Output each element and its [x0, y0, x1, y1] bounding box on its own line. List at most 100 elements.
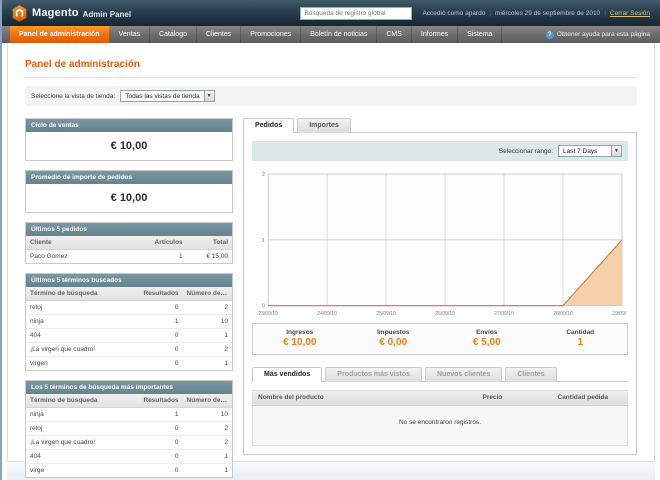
svg-text:27/09/10: 27/09/10 — [494, 311, 514, 317]
empty-row: No se encontraron registros. — [252, 405, 628, 446]
tab-customers[interactable]: Clientes — [505, 366, 557, 382]
nav-item-cms[interactable]: CMS — [377, 26, 412, 43]
table-row[interactable]: ninja 1 10 — [26, 407, 232, 422]
brand-suffix: Admin Panel — [82, 9, 132, 19]
orders-area-chart: 0 1 2 23/09/10 24/09/10 25/09/10 26/09/10 27/09… — [258, 172, 627, 317]
nav-item-catalog[interactable]: Catálogo — [150, 26, 197, 43]
store-view-bar: Seleccione la vista de tienda: Todas las… — [25, 86, 637, 106]
table-cell: ¡La virgen que cuadro! — [26, 342, 134, 357]
table-row[interactable]: 404 0 1 — [26, 328, 232, 343]
nav-item-dashboard[interactable]: Panel de administración — [10, 26, 110, 43]
total-value: € 10,00 — [283, 336, 317, 348]
help-link[interactable]: ? Obtener ayuda para esta página — [536, 26, 660, 43]
column-header: Término de búsqueda — [26, 287, 134, 301]
table-row[interactable]: Paco Gomez 1 € 15,00 — [26, 249, 232, 263]
table-cell: 1 — [182, 356, 232, 370]
column-header: Artículos — [133, 236, 187, 250]
bestsellers-table: Nombre del producto Precio Cantidad pedida… — [252, 389, 628, 446]
logout-link[interactable]: Cerrar Sesión — [609, 9, 650, 17]
table-cell: 0 — [133, 328, 183, 343]
tab-amounts[interactable]: Importes — [297, 118, 351, 133]
table-row[interactable]: virgen 0 1 — [26, 356, 232, 370]
chevron-down-icon: ▼ — [203, 91, 214, 101]
table-header-row: Cliente Artículos Total — [26, 236, 232, 250]
average-orders-value: € 10,00 — [110, 192, 148, 204]
table-header-row: Término de búsqueda Resultados Número de u… — [26, 394, 232, 408]
content-area: Panel de administración Seleccione la vi… — [7, 43, 655, 478]
table-cell: 1 — [133, 249, 187, 263]
nav-item-system[interactable]: Sistema — [458, 26, 503, 43]
empty-message: No se encontraron registros. — [252, 405, 628, 446]
total-value: € 0,00 — [379, 336, 408, 348]
svg-text:24/09/10: 24/09/10 — [317, 311, 337, 317]
table-cell: 0 — [133, 356, 183, 370]
store-view-select[interactable]: Todas las vistas de tienda ▼ — [120, 90, 215, 102]
table-cell: virgen — [26, 356, 134, 370]
table-cell: 0 — [133, 449, 183, 464]
column-header: Total — [186, 236, 232, 250]
table-row[interactable]: reloj 0 2 — [26, 421, 232, 436]
help-icon: ? — [545, 30, 554, 39]
brand-name: Magento — [32, 7, 79, 19]
table-cell: 2 — [182, 435, 232, 450]
chevron-down-icon: ▼ — [611, 146, 621, 156]
nav-item-promotions[interactable]: Promociones — [241, 26, 302, 43]
tab-bestsellers[interactable]: Más vendidos — [252, 366, 323, 382]
magento-logo-icon — [12, 4, 27, 22]
table-row[interactable]: ¡La virgen que cuadro! 0 2 — [26, 435, 232, 450]
table-row[interactable]: virge 0 1 — [26, 463, 232, 477]
average-orders-panel: Promedio de importe de pedidos € 10,00 — [25, 170, 233, 213]
left-column: Ciclo de ventas € 10,00 Promedio de impo… — [25, 118, 233, 478]
column-header: Término de búsqueda — [26, 394, 134, 408]
range-selected-value: Last 7 Days — [563, 147, 598, 155]
table-header-row: Nombre del producto Precio Cantidad pedida — [252, 390, 628, 406]
table-row[interactable]: ¡La virgen que cuadro! 0 2 — [26, 342, 232, 357]
page-title: Panel de administración — [25, 59, 141, 70]
table-cell: € 15,00 — [186, 249, 232, 263]
total-shipping: Envíos € 5,00 — [440, 329, 534, 348]
table-cell: 0 — [133, 421, 183, 436]
table-cell: 2 — [182, 421, 232, 436]
table-cell: 2 — [182, 342, 232, 357]
tab-new-customers[interactable]: Nuevos clientes — [425, 366, 503, 382]
column-header: Número de usos — [182, 287, 232, 301]
table-cell: reloj — [26, 421, 134, 436]
nav-item-sales[interactable]: Ventas — [110, 26, 150, 43]
dashboard-columns: Ciclo de ventas € 10,00 Promedio de impo… — [25, 118, 637, 478]
right-column: Pedidos Importes Seleccionar rango: Last… — [243, 118, 637, 478]
range-select[interactable]: Last 7 Days ▼ — [558, 145, 622, 157]
nav-item-customers[interactable]: Clientes — [197, 26, 242, 43]
table-row[interactable]: 404 0 1 — [26, 449, 232, 464]
column-header: Nombre del producto — [252, 390, 478, 406]
diagram-tabs: Pedidos Importes — [243, 118, 637, 133]
tab-most-viewed[interactable]: Productos más vistos — [325, 366, 423, 382]
tab-orders[interactable]: Pedidos — [243, 118, 295, 133]
lifetime-sales-panel: Ciclo de ventas € 10,00 — [25, 118, 233, 161]
table-cell: ¡La virgen que cuadro! — [26, 435, 134, 450]
column-header: Cantidad pedida — [552, 390, 628, 406]
header-date: miércoles 29 de septiembre de 2010 — [495, 9, 601, 17]
range-label: Seleccionar rango: — [498, 147, 553, 155]
panel-title: Últimos 5 términos buscados — [26, 274, 232, 287]
total-quantity: Cantidad 1 — [534, 329, 628, 348]
dashboard-box: Seleccionar rango: Last 7 Days ▼ 0 1 2 23/0… — [243, 132, 637, 455]
table-row[interactable]: reloj 0 2 — [26, 300, 232, 315]
top-search-terms-table: Término de búsqueda Resultados Número de u… — [26, 394, 232, 477]
table-cell: 0 — [133, 463, 183, 477]
column-header: Número de usos — [182, 394, 232, 408]
table-row[interactable]: ninja 1 10 — [26, 314, 232, 329]
table-cell: 1 — [182, 463, 232, 477]
logged-in-as: Accedió como apardo — [422, 9, 486, 17]
nav-item-reports[interactable]: Informes — [412, 26, 459, 43]
nav-item-newsletter[interactable]: Boletín de noticias — [301, 26, 378, 43]
table-cell: 2 — [182, 300, 232, 315]
table-cell: 0 — [133, 300, 183, 315]
table-cell: 1 — [182, 328, 232, 343]
top-search-terms-panel: Los 5 términos de búsqueda más important… — [25, 380, 233, 478]
table-cell: 10 — [182, 407, 232, 422]
column-header: Precio — [477, 390, 553, 406]
panel-title: Últimos 5 pedidos — [26, 223, 232, 236]
table-cell: 0 — [133, 435, 183, 450]
global-search-input[interactable] — [300, 6, 413, 20]
